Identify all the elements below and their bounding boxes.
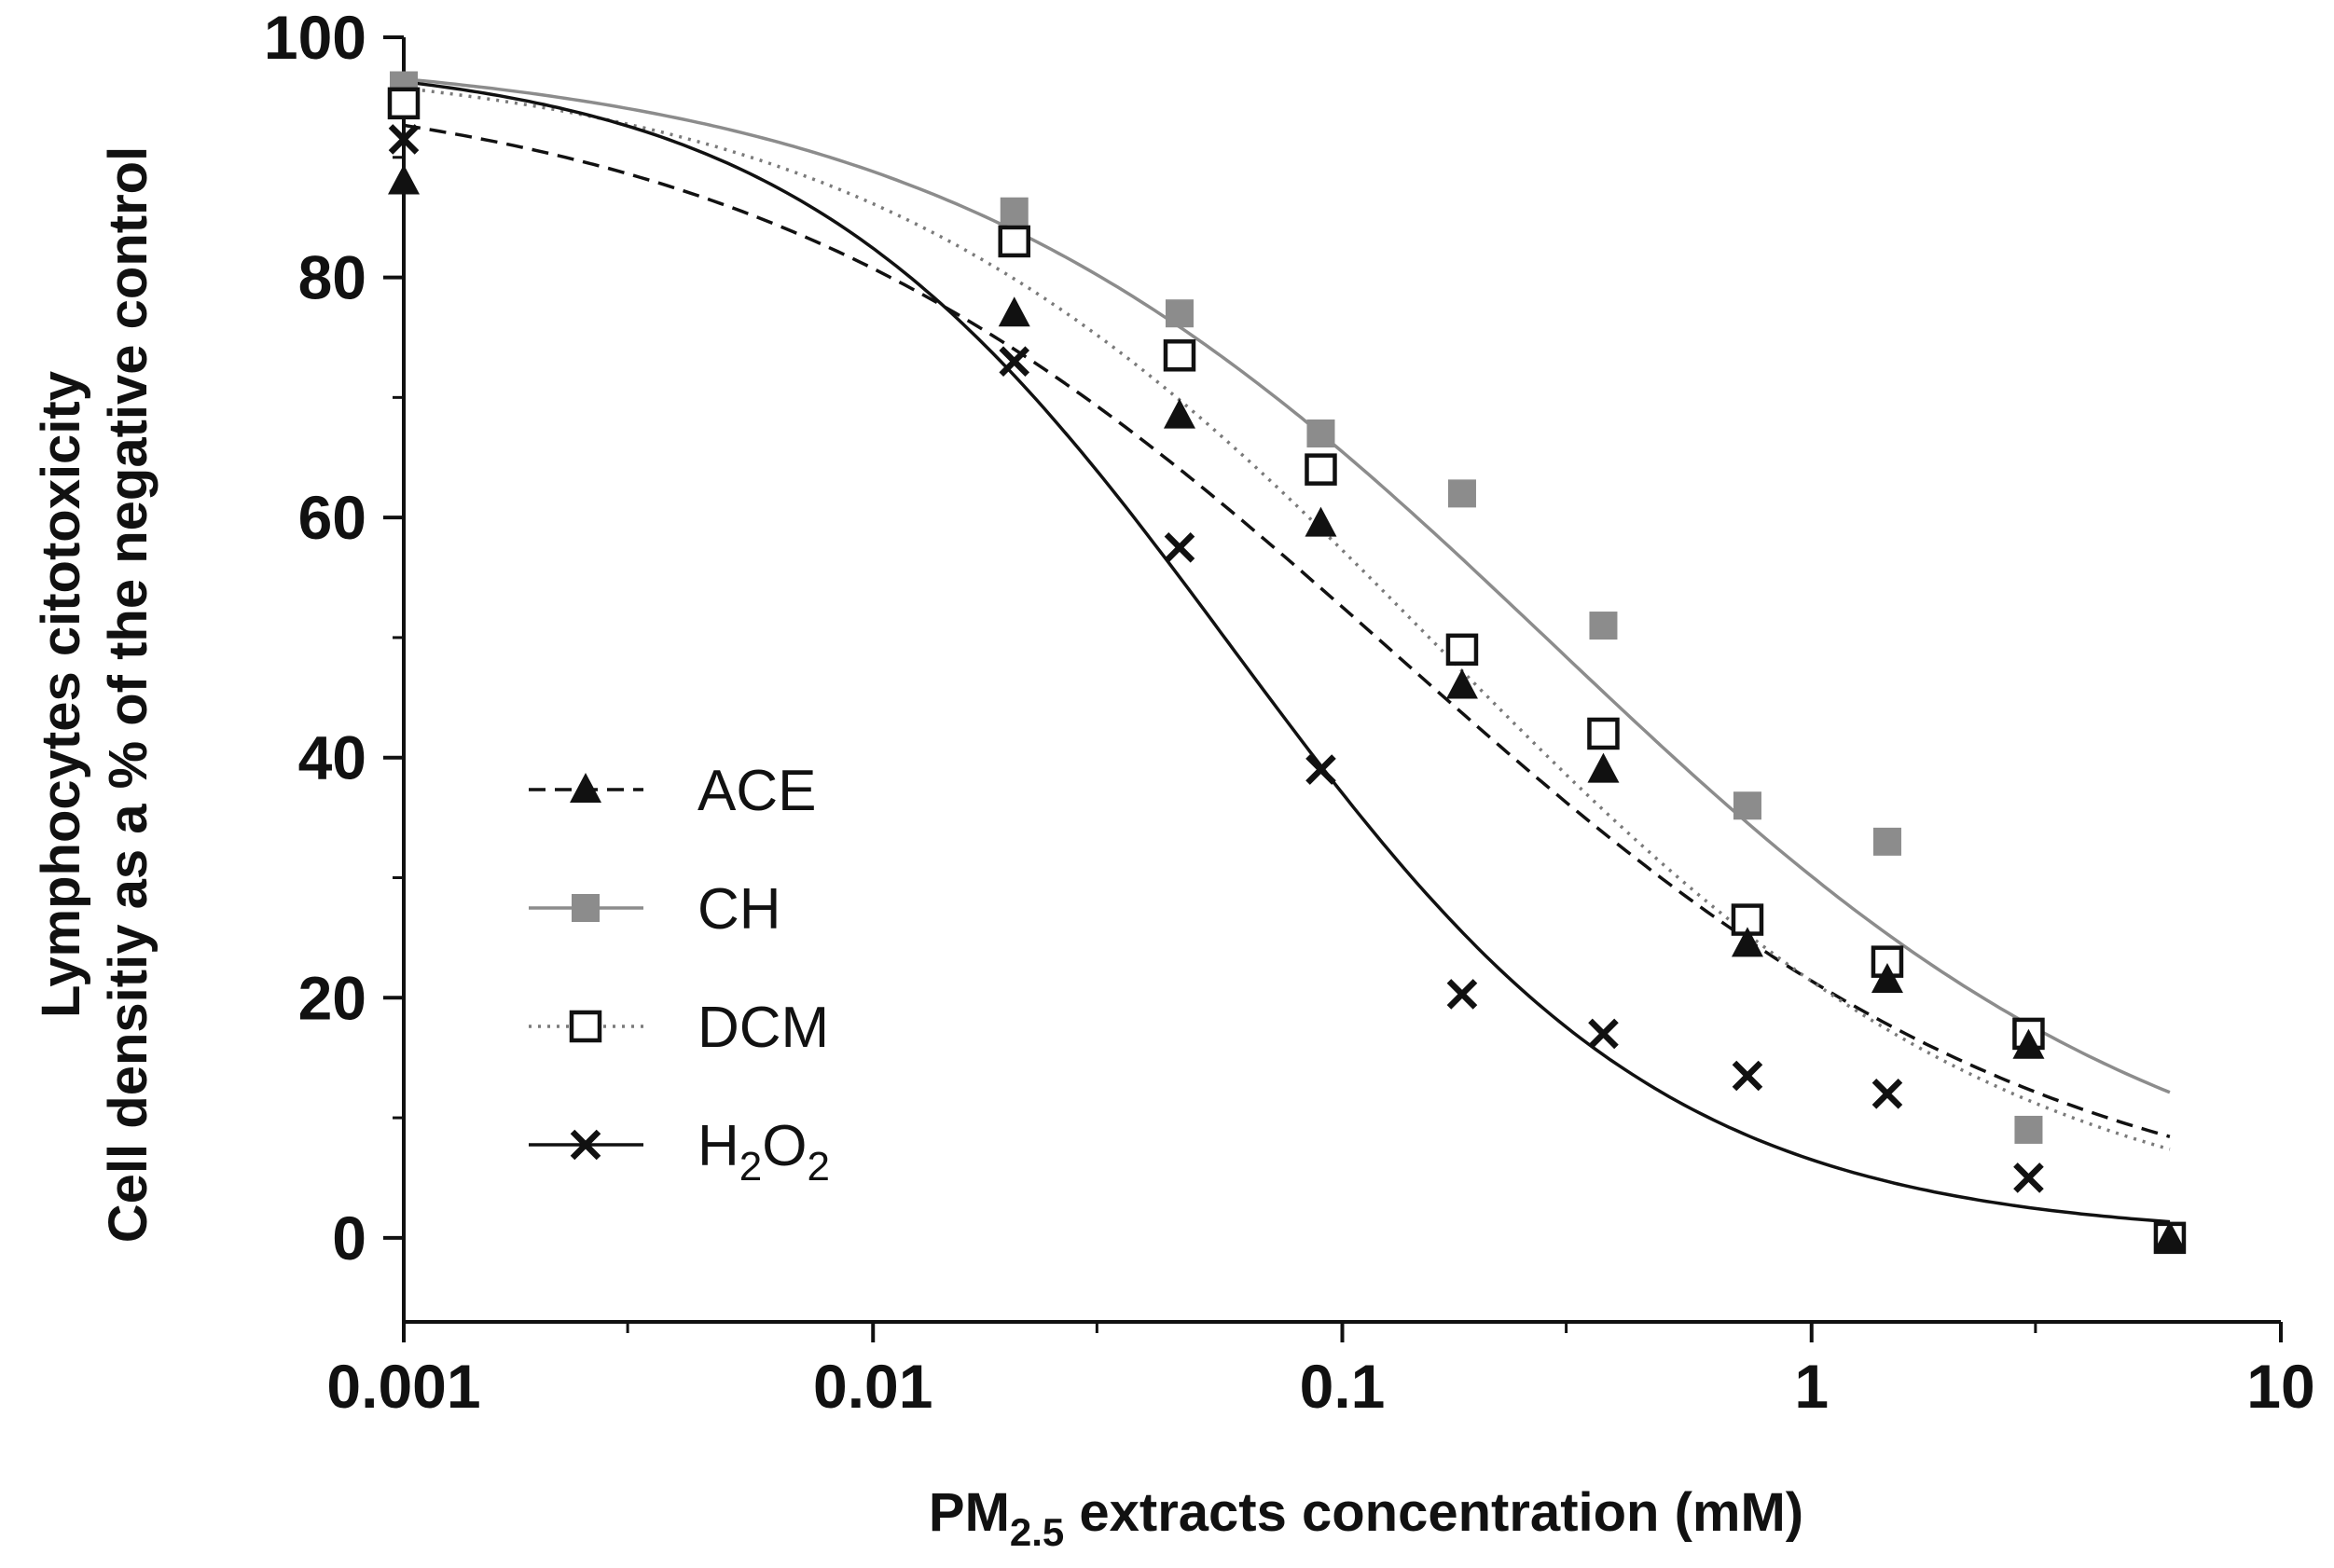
legend-label: ACE [697,759,816,823]
data-point-ace [388,164,420,195]
data-point-ace [1163,398,1195,429]
legend-marker [572,894,600,922]
data-points [387,71,2187,1255]
y-tick-label: 60 [298,483,366,552]
fit-curves [403,77,2171,1224]
x-axis-title-prefix: PM [929,1482,1010,1543]
legend-label: H2O2 [697,1114,830,1190]
x-tick-label: 0.001 [326,1352,480,1421]
data-point-dcm [1587,717,1620,750]
x-tick-label: 0.1 [1300,1352,1386,1421]
y-tick-label: 40 [298,723,366,792]
y-axis-title-line-1: Lymphocytes citotoxicity [31,371,91,1018]
series-ace-points [388,164,2186,1251]
data-point-ace [998,296,1030,327]
data-point-dcm [1163,339,1196,372]
series-dcm-points [387,87,2187,1255]
data-point-ch [1306,419,1335,447]
data-point-ch [1165,299,1194,328]
x-axis-title-suffix: extracts concentration (mM) [1064,1482,1803,1543]
x-tick-label: 1 [1794,1352,1829,1421]
data-point-ace [1445,668,1478,699]
x-tick-label: 10 [2246,1352,2314,1421]
data-point-ace [2012,1028,2045,1059]
data-point-dcm [1305,453,1337,486]
series-h2o2-points [388,124,2044,1193]
data-point-ch [1733,791,1761,820]
y-axis-title: Lymphocytes citotoxicity Cell densitiy a… [31,146,159,1243]
legend-label: CH [697,877,781,942]
series-ch-points [390,71,2184,1252]
fit-curve-h2o2 [403,79,2171,1224]
data-point-h2o2 [2013,1162,2044,1193]
y-tick-label: 20 [298,963,366,1032]
legend-item-ch: CH [529,877,781,942]
data-point-ace [1587,752,1620,783]
data-point-h2o2 [388,124,420,155]
y-tick-label: 80 [298,243,366,312]
data-point-ch [2014,1115,2043,1144]
x-axis-title-subscript: 2.5 [1010,1510,1064,1554]
y-tick-label: 100 [264,3,366,72]
y-axis-title-line-2: Cell densitiy as a % of the negative con… [98,146,159,1243]
data-point-h2o2 [999,346,1030,378]
data-point-dcm [998,225,1030,258]
data-point-ace [1305,506,1337,537]
legend-marker [569,1010,602,1043]
x-axis-title: PM2.5 extracts concentration (mM) [929,1482,1803,1554]
data-point-h2o2 [1305,754,1336,785]
fit-curve-dcm [403,86,2171,1151]
data-point-ace [2153,1220,2186,1251]
data-point-h2o2 [1588,1018,1619,1050]
data-point-ace [1731,927,1763,957]
legend-item-ace: ACE [529,759,816,823]
legend-marker [570,773,601,803]
data-point-ace [1871,962,1903,993]
data-point-h2o2 [1871,1079,1903,1109]
data-point-ch [1872,827,1901,856]
data-point-ch [1447,479,1476,508]
legend-item-dcm: DCM [529,996,829,1060]
data-point-dcm [1445,633,1479,667]
data-point-h2o2 [1164,532,1195,563]
data-point-h2o2 [1446,979,1478,1010]
y-tick-label: 0 [332,1204,366,1272]
fit-curve-ch [403,77,2171,1094]
legend-label: DCM [697,996,829,1060]
data-point-ch [1000,197,1029,226]
legend-marker [570,1129,601,1161]
data-point-ch [1589,612,1618,640]
data-point-dcm [387,87,421,120]
data-point-h2o2 [1732,1060,1763,1092]
legend: ACE CH DCM H2O2 [529,759,830,1190]
legend-item-h2o2: H2O2 [529,1114,830,1190]
x-tick-label: 0.01 [813,1352,932,1421]
fit-curve-ace [403,123,2171,1138]
